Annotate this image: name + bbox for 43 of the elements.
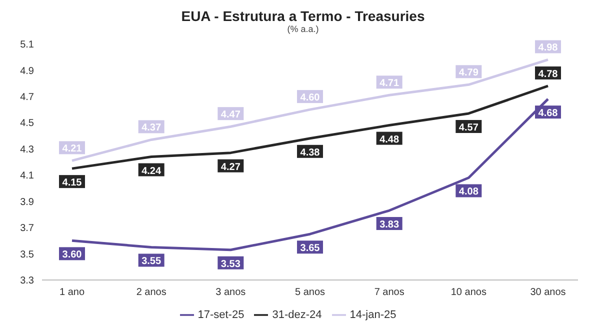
- chart-title: EUA - Estrutura a Termo - Treasuries: [180, 8, 426, 24]
- data-label: 3.65: [300, 243, 320, 254]
- data-label: 4.24: [142, 166, 162, 177]
- y-tick-label: 4.7: [20, 92, 34, 103]
- data-label: 4.47: [220, 110, 241, 121]
- data-label: 3.53: [220, 258, 241, 270]
- y-tick-label: 3.5: [20, 249, 34, 260]
- data-label: 4.79: [458, 68, 479, 79]
- data-label: 4.38: [300, 147, 320, 158]
- x-tick-label: 2 anos: [136, 287, 166, 298]
- data-label: 4.21: [62, 144, 82, 155]
- legend-label: 31-dez-24: [272, 308, 322, 321]
- data-label: 4.48: [380, 134, 400, 146]
- data-label: 4.57: [458, 122, 479, 134]
- x-tick-label: 10 anos: [450, 287, 486, 298]
- y-tick-label: 3.3: [20, 276, 34, 287]
- legend-label: 17-set-25: [198, 308, 244, 321]
- y-tick-label: 3.7: [20, 223, 34, 234]
- y-tick-label: 4.9: [20, 66, 34, 77]
- data-label: 4.08: [458, 186, 479, 198]
- y-tick-label: 4.3: [20, 144, 34, 156]
- x-tick-label: 30 anos: [530, 287, 566, 298]
- y-tick-label: 5.1: [20, 40, 34, 51]
- x-tick-label: 5 anos: [294, 287, 326, 298]
- data-label: 4.78: [538, 68, 558, 80]
- data-label: 4.15: [62, 178, 82, 189]
- legend-label: 14-jan-25: [350, 308, 396, 321]
- data-label: 3.55: [142, 256, 162, 268]
- data-label: 3.60: [62, 250, 82, 261]
- data-label: 4.60: [300, 92, 320, 104]
- data-label: 4.27: [220, 162, 241, 173]
- x-tick-label: 3 anos: [216, 287, 246, 298]
- x-tick-label: 1 ano: [59, 287, 85, 298]
- data-label: 4.68: [538, 108, 558, 120]
- y-tick-label: 3.9: [20, 196, 34, 208]
- y-tick-label: 4.1: [20, 170, 34, 182]
- data-label: 4.37: [142, 122, 162, 134]
- data-label: 4.98: [538, 42, 558, 54]
- chart-subtitle: (% a.a.): [286, 24, 320, 34]
- data-label: 3.83: [380, 220, 400, 231]
- y-tick-label: 4.5: [20, 118, 34, 130]
- data-label: 4.71: [380, 78, 400, 90]
- x-tick-label: 7 anos: [374, 287, 404, 298]
